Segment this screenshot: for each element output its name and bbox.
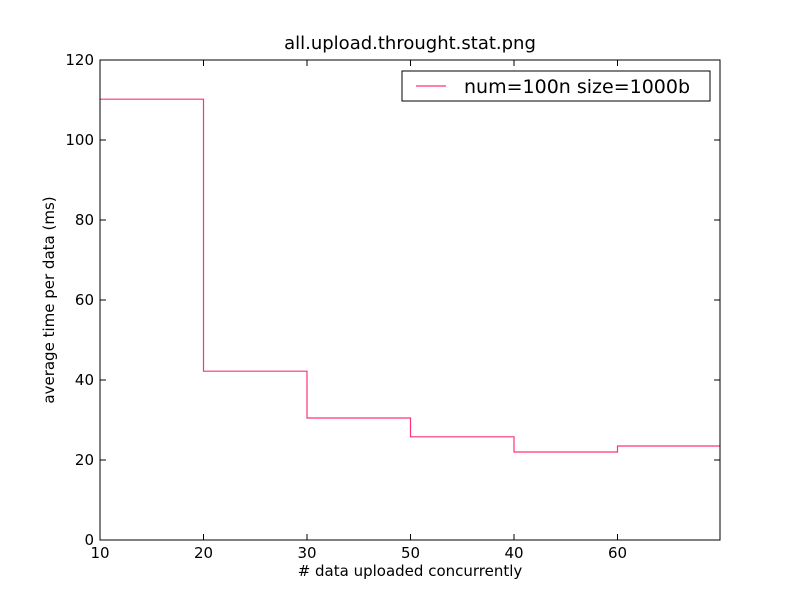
x-tick-label: 20 — [194, 544, 213, 562]
x-axis-label: # data uploaded concurrently — [298, 562, 523, 580]
y-axis-label: average time per data (ms) — [40, 196, 58, 403]
y-tick-label: 0 — [84, 531, 94, 549]
legend-box — [401, 70, 711, 102]
legend: num=100n size=1000b — [401, 70, 711, 102]
axis-tick-labels: 10 20 30 50 40 60 0 20 40 60 80 100 120 — [65, 51, 627, 562]
x-tick-label: 10 — [90, 544, 109, 562]
chart-title: all.upload.throught.stat.png — [284, 33, 536, 54]
x-tick-label: 50 — [401, 544, 420, 562]
plot-area — [100, 60, 720, 540]
series-line — [100, 98, 720, 453]
y-tick-label: 80 — [75, 211, 94, 229]
x-tick-label: 40 — [504, 544, 523, 562]
plot-frame — [99, 59, 721, 541]
y-tick-label: 20 — [75, 451, 94, 469]
y-tick-label: 60 — [75, 291, 94, 309]
y-tick-label: 40 — [75, 371, 94, 389]
y-tick-label: 100 — [65, 131, 94, 149]
y-tick-label: 120 — [65, 51, 94, 69]
x-tick-label: 30 — [297, 544, 316, 562]
x-tick-label: 60 — [608, 544, 627, 562]
legend-label: num=100n size=1000b — [464, 76, 690, 98]
